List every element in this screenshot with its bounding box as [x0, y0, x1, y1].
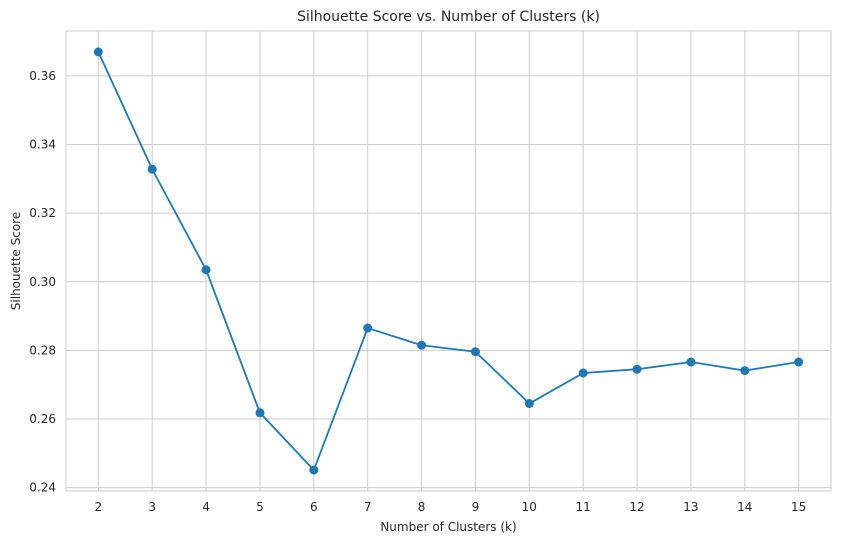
- y-tick-label: 0.24: [29, 481, 56, 495]
- y-tick-label: 0.32: [29, 206, 56, 220]
- x-tick-label: 12: [629, 500, 644, 514]
- y-axis-label: Silhouette Score: [9, 212, 23, 310]
- chart-title: Silhouette Score vs. Number of Clusters …: [297, 9, 600, 25]
- x-tick-label: 10: [522, 500, 537, 514]
- x-tick-label: 8: [418, 500, 426, 514]
- data-point: [417, 340, 427, 350]
- x-tick-label: 9: [472, 500, 480, 514]
- x-tick-label: 11: [576, 500, 591, 514]
- data-point: [632, 364, 642, 374]
- x-tick-label: 6: [310, 500, 318, 514]
- data-point: [524, 399, 534, 409]
- series-layer: [93, 47, 804, 475]
- y-tick-label: 0.26: [29, 412, 56, 426]
- x-axis-ticks: 2 3 4 5 6 7 8 9 10 11 12 13 14 15: [95, 500, 807, 514]
- x-tick-label: 14: [737, 500, 752, 514]
- plot-area-frame: [65, 30, 832, 492]
- grid: [66, 31, 831, 491]
- y-tick-label: 0.30: [29, 275, 56, 289]
- x-tick-label: 13: [683, 500, 698, 514]
- data-point: [93, 47, 103, 57]
- data-point: [686, 357, 696, 367]
- y-tick-label: 0.28: [29, 343, 56, 357]
- x-tick-label: 15: [791, 500, 806, 514]
- data-point: [147, 164, 157, 174]
- data-point: [470, 347, 480, 357]
- data-point: [578, 368, 588, 378]
- x-axis-label: Number of Clusters (k): [380, 520, 516, 534]
- data-point: [740, 366, 750, 376]
- data-point: [309, 465, 319, 475]
- data-point: [201, 265, 211, 275]
- x-tick-label: 3: [148, 500, 156, 514]
- data-point: [363, 323, 373, 333]
- series-line: [97, 51, 799, 471]
- x-tick-label: 5: [256, 500, 264, 514]
- y-axis-ticks: 0.24 0.26 0.28 0.30 0.32 0.34 0.36: [29, 69, 56, 495]
- x-tick-label: 4: [202, 500, 210, 514]
- data-point: [794, 357, 804, 367]
- x-tick-label: 2: [95, 500, 103, 514]
- y-tick-label: 0.36: [29, 69, 56, 83]
- y-tick-label: 0.34: [29, 138, 56, 152]
- x-tick-label: 7: [364, 500, 372, 514]
- data-point: [255, 408, 265, 418]
